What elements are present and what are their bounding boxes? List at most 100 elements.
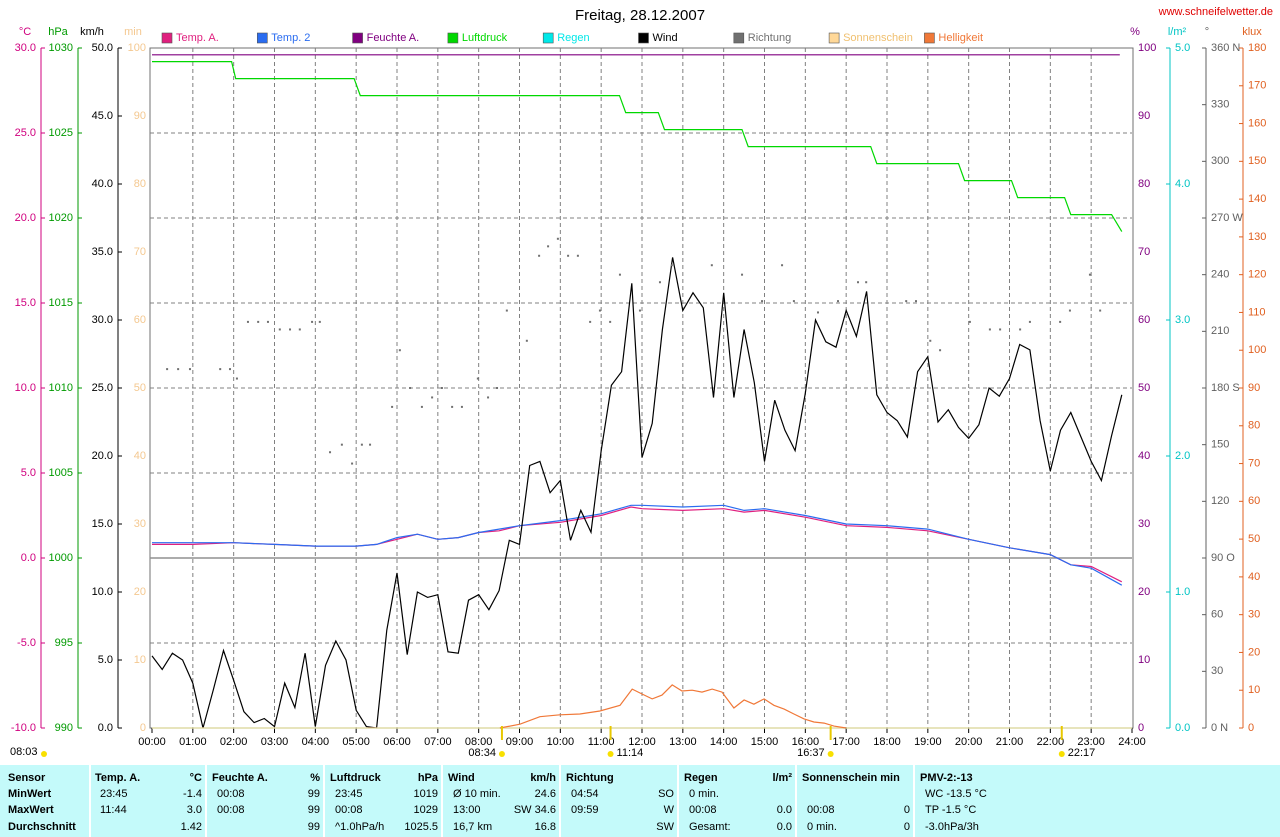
axis-tick-label: 180 [1248, 42, 1266, 54]
table-cell: 16.8 [535, 821, 556, 833]
axis-tick-label: 15.0 [92, 518, 113, 530]
direction-dot [929, 339, 932, 342]
direction-dot [496, 387, 499, 389]
annotation-label: 22:17 [1068, 747, 1096, 759]
axis-tick-label: 3.0 [1175, 314, 1190, 326]
axis-tick-label: 150 [1248, 155, 1266, 167]
axis-tick-label: 270 W [1211, 212, 1243, 224]
axis-tick-label: 70 [1138, 246, 1150, 258]
direction-dot [476, 377, 479, 380]
direction-dot [257, 320, 260, 323]
x-tick-label: 02:00 [220, 736, 248, 748]
direction-dot [816, 311, 819, 314]
axis-tick-label: 45.0 [92, 110, 113, 122]
direction-dot [329, 451, 332, 454]
axis-tick-label: 5.0 [1175, 42, 1190, 54]
axis-tick-label: 180 S [1211, 382, 1240, 394]
table-cell: 0 [904, 821, 910, 833]
axis-tick-label: 0 [1138, 722, 1144, 734]
direction-dot [781, 264, 784, 267]
table-cell: 0 min. [689, 788, 719, 800]
legend-label: Regen [557, 32, 589, 44]
annotation-icon [827, 751, 834, 757]
axis-tick-label: 30.0 [15, 42, 36, 54]
axis-tick-label: 330 [1211, 99, 1229, 111]
table-cell: 09:59 [571, 804, 599, 816]
direction-dot [638, 309, 641, 312]
axis-unit: min [124, 26, 142, 38]
axis-tick-label: 20 [1138, 586, 1150, 598]
direction-dot [1088, 273, 1091, 276]
direction-dot [710, 264, 713, 267]
axis-tick-label: 100 [128, 42, 146, 54]
table-cell: 13:00 [453, 804, 481, 816]
direction-dot [369, 443, 372, 446]
direction-dot [340, 443, 343, 446]
axis-tick-label: 70 [134, 246, 146, 258]
axis-tick-label: 35.0 [92, 246, 113, 258]
direction-dot [460, 405, 463, 408]
axis-tick-label: 40.0 [92, 178, 113, 190]
axis-tick-label: 2.0 [1175, 450, 1190, 462]
direction-dot [289, 328, 292, 331]
table-cell: ^1.0hPa/h [335, 821, 384, 833]
x-tick-label: 13:00 [669, 736, 697, 748]
x-tick-label: 03:00 [261, 736, 289, 748]
direction-dot [451, 405, 454, 408]
table-cell: 99 [308, 804, 320, 816]
table-cell: 04:54 [571, 788, 599, 800]
table-cell: WC -13.5 °C [925, 788, 987, 800]
direction-dot [311, 320, 314, 323]
legend-label: Temp. 2 [271, 32, 310, 44]
table-cell: 00:08 [217, 804, 245, 816]
axis-tick-label: 995 [55, 637, 73, 649]
direction-dot [278, 328, 281, 331]
annotation-icon [41, 751, 47, 757]
x-tick-label: 18:00 [873, 736, 901, 748]
table-row-label: MinWert [8, 788, 52, 800]
axis-tick-label: 90 [134, 110, 146, 122]
legend-swatch [256, 32, 268, 44]
x-tick-label: 04:00 [302, 736, 330, 748]
axis-tick-label: 80 [1138, 178, 1150, 190]
table-cell: 23:45 [335, 788, 363, 800]
table-cell: TP -1.5 °C [925, 804, 976, 816]
axis-tick-label: 30.0 [92, 314, 113, 326]
axis-tick-label: 70 [1248, 457, 1260, 469]
x-tick-label: 23:00 [1077, 736, 1105, 748]
annotation-icon [498, 751, 505, 757]
axis-tick-label: 360 N [1211, 42, 1240, 54]
table-background [0, 765, 1280, 837]
source-link: www.schneifelwetter.de [1158, 6, 1273, 18]
direction-dot [351, 462, 354, 465]
direction-dot [988, 328, 991, 331]
x-tick-label: 24:00 [1118, 736, 1146, 748]
annotation-icon [1058, 751, 1065, 757]
table-cell: 0.0 [777, 821, 792, 833]
axis-tick-label: 40 [1248, 571, 1260, 583]
axis-tick-label: 0 [140, 722, 146, 734]
direction-dot [589, 320, 592, 323]
x-tick-label: 20:00 [955, 736, 983, 748]
axis-tick-label: 25.0 [15, 127, 36, 139]
direction-dot [658, 281, 661, 284]
legend-label: Sonnenschein [843, 32, 913, 44]
table-cell: 00:08 [335, 804, 363, 816]
axis-tick-label: 10 [134, 654, 146, 666]
direction-dot [298, 328, 301, 331]
x-tick-label: 16:00 [792, 736, 820, 748]
direction-dot [1068, 309, 1071, 312]
table-cell: 11:44 [100, 804, 127, 816]
direction-dot [318, 320, 321, 323]
direction-dot [598, 309, 601, 312]
direction-dot [968, 320, 971, 323]
table-cell: SW 34.6 [514, 804, 556, 816]
axis-tick-label: 90 [1138, 110, 1150, 122]
legend-label: Luftdruck [462, 32, 508, 44]
axis-tick-label: 1015 [49, 297, 73, 309]
direction-dot [939, 349, 942, 352]
direction-dot [905, 300, 908, 303]
x-tick-label: 00:00 [138, 736, 166, 748]
direction-dot [792, 300, 795, 303]
table-cell: 1019 [414, 788, 438, 800]
